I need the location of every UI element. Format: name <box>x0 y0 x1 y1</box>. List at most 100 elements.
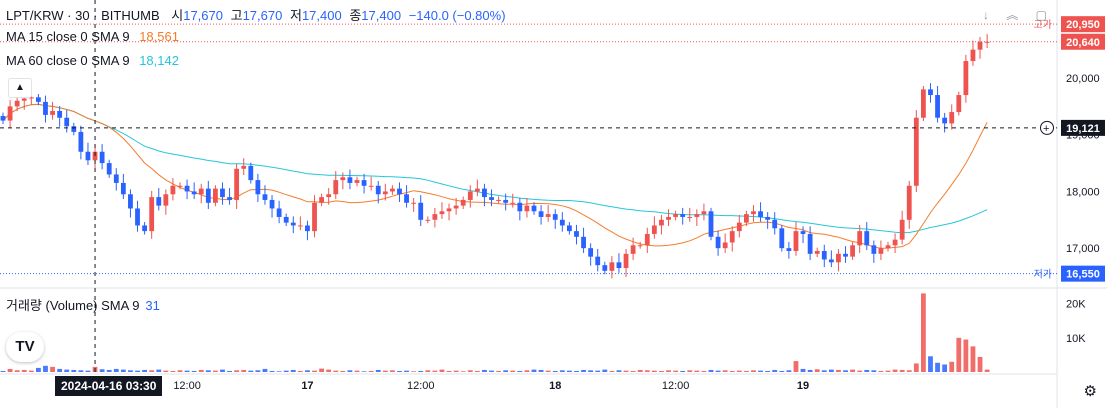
candle-body <box>800 231 806 234</box>
candle-body <box>234 168 240 200</box>
move-down-icon[interactable]: ↓ <box>982 8 989 22</box>
y-tick-label: 20,000 <box>1066 73 1100 85</box>
collapse-icon[interactable]: ︽ <box>1006 8 1019 22</box>
candle-body <box>0 116 6 121</box>
ma60-legend[interactable]: MA 60 close 0 SMA 9 18,142 <box>6 53 179 68</box>
volume-bar <box>772 369 778 372</box>
x-tick-label: 12:00 <box>173 380 201 392</box>
volume-bar <box>333 370 339 372</box>
gear-icon[interactable]: ⚙ <box>1083 383 1097 400</box>
candle-body <box>821 250 827 260</box>
candle-body <box>453 205 459 209</box>
volume-bar <box>404 370 409 372</box>
volume-bar <box>595 370 601 372</box>
candle-body <box>262 194 268 200</box>
volume-bar <box>552 370 558 372</box>
volume-bar <box>149 370 155 372</box>
low-price-tag: 16,550 <box>1066 269 1100 281</box>
volume-bar <box>885 370 891 372</box>
volume-bar <box>807 369 813 372</box>
volume-bar <box>177 370 183 372</box>
candle-body <box>269 199 275 209</box>
candle-body <box>460 199 466 206</box>
volume-bar <box>156 369 162 372</box>
candle-body <box>956 95 962 113</box>
volume-bar <box>793 361 799 372</box>
volume-bar <box>970 346 976 372</box>
volume-bar <box>191 370 197 372</box>
candle-body <box>120 182 126 195</box>
plus-icon: + <box>1043 123 1049 135</box>
volume-bar <box>106 369 112 372</box>
volume-bar <box>651 370 657 372</box>
candle-body <box>474 188 480 192</box>
collapse-legend-button[interactable]: ▲ <box>8 78 32 98</box>
candle-body <box>694 214 700 217</box>
volume-bar <box>666 370 671 372</box>
candle-body <box>21 98 27 101</box>
volume-bar <box>234 370 240 372</box>
candle-body <box>708 211 714 237</box>
volume-bar <box>205 370 211 372</box>
candle-body <box>559 219 565 226</box>
candle-body <box>715 236 721 249</box>
volume-bar <box>135 370 140 372</box>
volume-bar <box>729 370 735 372</box>
candle-body <box>404 194 409 203</box>
volume-bar <box>36 367 41 372</box>
volume-bar <box>524 370 530 372</box>
ma15-line <box>2 103 988 249</box>
volume-bar <box>283 370 289 372</box>
ma60-value: 18,142 <box>139 53 179 68</box>
candle-body <box>418 202 424 220</box>
volume-bar <box>659 370 664 372</box>
candle-body <box>524 205 530 212</box>
candle-body <box>205 188 211 203</box>
candle-body <box>567 225 572 232</box>
candle-body <box>36 97 41 102</box>
x-tick-label: 12:00 <box>407 380 435 392</box>
volume-bar <box>269 370 275 372</box>
candle-body <box>50 110 55 115</box>
volume-bar <box>184 370 190 372</box>
volume-bar <box>616 370 622 372</box>
volume-bar <box>305 370 310 372</box>
tradingview-logo-icon[interactable]: TV <box>6 332 44 362</box>
volume-legend[interactable]: 거래량 (Volume) SMA 9 31 <box>6 295 160 314</box>
volume-bar <box>227 370 232 372</box>
ma15-legend[interactable]: MA 15 close 0 SMA 9 18,561 <box>6 29 179 44</box>
crosshair-time-label: 2024-04-16 03:30 <box>55 376 163 396</box>
candle-body <box>545 214 551 217</box>
candle-body <box>64 117 70 127</box>
volume-bar <box>113 368 119 372</box>
candle-body <box>595 256 601 266</box>
symbol-title[interactable]: LPT/KRW · 30 · BITHUMB <box>6 8 160 23</box>
volume-bar <box>418 370 424 372</box>
candle-body <box>651 225 657 234</box>
candle-body <box>113 174 119 183</box>
candle-body <box>510 202 516 204</box>
volume-bar <box>467 370 473 372</box>
ma60-line <box>2 103 988 234</box>
volume-bar <box>71 369 77 372</box>
volume-bar <box>482 369 487 372</box>
candle-body <box>276 208 282 217</box>
volume-bar <box>821 370 827 372</box>
volume-bar <box>680 370 686 372</box>
candle-body <box>390 188 395 192</box>
candle-body <box>892 239 898 246</box>
candle-body <box>623 253 629 268</box>
volume-bar <box>460 371 466 372</box>
volume-bar <box>262 368 268 372</box>
volume-bar <box>57 368 63 372</box>
maximize-icon[interactable]: ▢ <box>1035 8 1047 22</box>
volume-bar <box>368 370 374 372</box>
close-label: 종 <box>349 8 362 23</box>
volume-bar <box>503 370 509 372</box>
volume-bar <box>963 339 969 372</box>
volume-bar <box>453 370 459 372</box>
candle-body <box>312 202 317 232</box>
volume-bar <box>722 370 728 372</box>
